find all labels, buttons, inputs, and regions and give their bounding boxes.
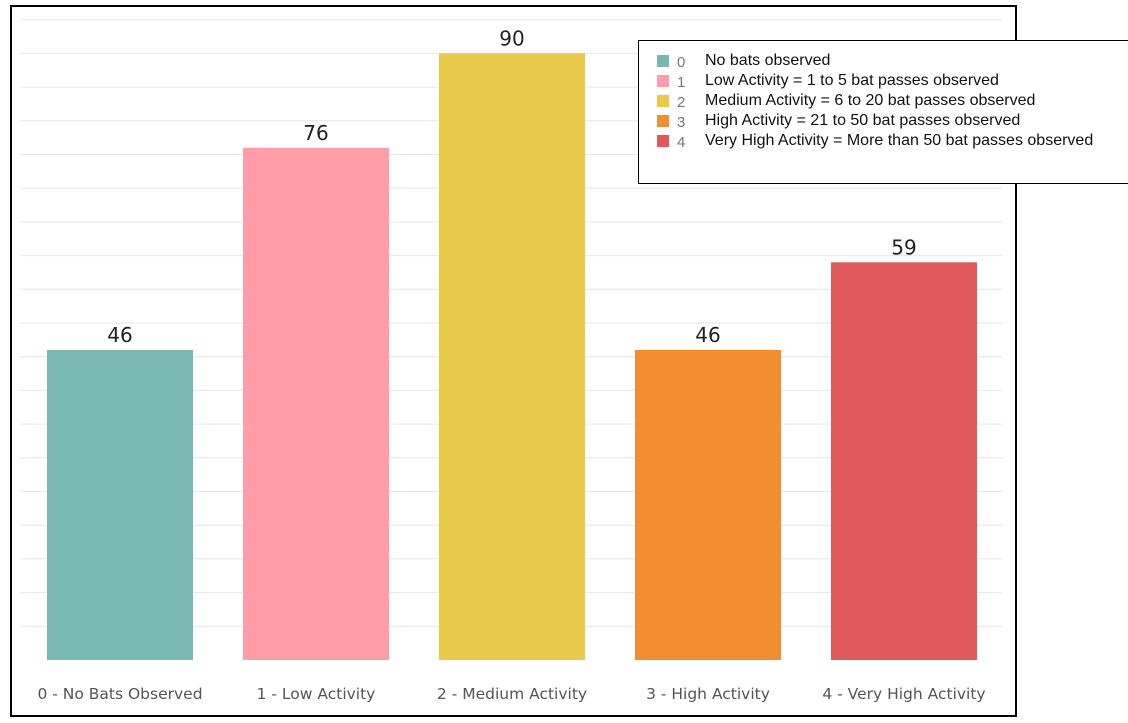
value-labels: 46 76 90 46 59 xyxy=(107,26,916,347)
legend-item-3: 3 High Activity = 21 to 50 bat passes obs… xyxy=(657,111,1128,131)
legend-code-4: 4 xyxy=(677,134,686,151)
value-label-0: 46 xyxy=(107,323,132,347)
bar-3[interactable] xyxy=(635,349,781,660)
bars xyxy=(47,53,977,660)
value-label-4: 59 xyxy=(891,235,916,259)
legend-text-0: No bats observed xyxy=(705,52,831,69)
legend-swatch-3 xyxy=(657,115,669,127)
legend-code-3: 3 xyxy=(677,114,686,131)
legend-swatch-4 xyxy=(657,135,669,147)
legend-item-4: 4 Very High Activity = More than 50 bat p… xyxy=(657,131,1128,151)
bar-chart: 46 76 90 46 59 0 - No Bats Observed 1 - Low A… xyxy=(20,19,1002,703)
value-label-1: 76 xyxy=(303,121,328,145)
category-label-3: 3 - High Activity xyxy=(646,685,770,703)
legend-item-1: 1 Low Activity = 1 to 5 bat passes observ… xyxy=(657,71,1128,91)
legend-text-4: Very High Activity = More than 50 bat pa… xyxy=(705,132,1094,149)
bar-2[interactable] xyxy=(439,53,585,660)
legend-code-1: 1 xyxy=(677,74,686,91)
legend-swatch-0 xyxy=(657,55,669,67)
legend-code-2: 2 xyxy=(677,94,686,111)
category-label-1: 1 - Low Activity xyxy=(257,685,376,703)
legend-text-1: Low Activity = 1 to 5 bat passes observe… xyxy=(705,72,999,89)
category-label-0: 0 - No Bats Observed xyxy=(37,685,202,703)
legend-text-2: Medium Activity = 6 to 20 bat passes obs… xyxy=(705,92,1036,109)
bar-1[interactable] xyxy=(243,147,389,660)
value-label-3: 46 xyxy=(695,323,720,347)
legend-swatch-2 xyxy=(657,95,669,107)
legend-text-3: High Activity = 21 to 50 bat passes obse… xyxy=(705,112,1021,129)
bar-0[interactable] xyxy=(47,349,193,660)
legend-item-0: 0 No bats observed xyxy=(657,51,1128,71)
legend-code-0: 0 xyxy=(677,54,686,71)
bar-4[interactable] xyxy=(831,262,977,660)
category-label-2: 2 - Medium Activity xyxy=(437,685,587,703)
value-label-2: 90 xyxy=(499,26,524,50)
category-label-4: 4 - Very High Activity xyxy=(822,685,985,703)
legend: 0 No bats observed 1 Low Activity = 1 to 5 … xyxy=(638,40,1128,184)
legend-swatch-1 xyxy=(657,75,669,87)
category-labels: 0 - No Bats Observed 1 - Low Activity 2 - … xyxy=(37,685,985,703)
legend-item-2: 2 Medium Activity = 6 to 20 bat passes ob… xyxy=(657,91,1128,111)
